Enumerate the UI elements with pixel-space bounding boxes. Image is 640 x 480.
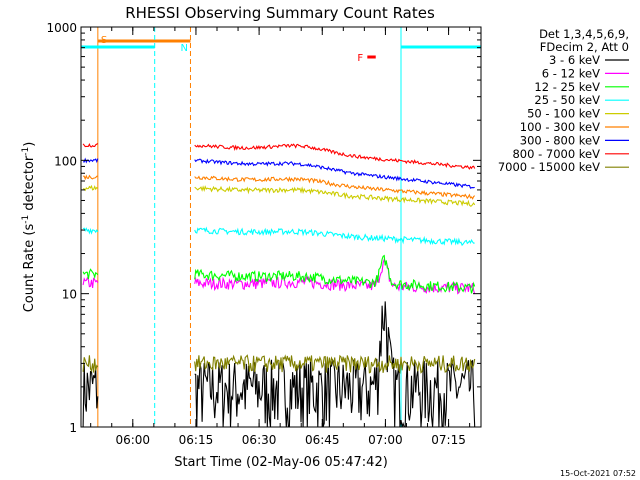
y-axis-label-part2: detector	[22, 155, 37, 215]
x-tick-label: 06:15	[179, 433, 214, 447]
y-axis-ticks: 1 10 100 1000	[46, 21, 481, 435]
annotation-n: N	[180, 43, 187, 54]
y-axis-label-part1: Count Rate (s	[22, 224, 37, 313]
legend: Det 1,3,4,5,6,9,FDecim 2, Att 03 - 6 keV…	[498, 27, 629, 174]
legend-label: 50 - 100 keV	[527, 107, 600, 121]
series-line	[83, 184, 99, 192]
series-line	[82, 143, 99, 148]
y-tick-label: 10	[62, 288, 77, 302]
legend-label: 800 - 7000 keV	[512, 147, 600, 161]
series-line	[82, 268, 99, 280]
x-axis-ticks: 06:00 06:15 06:30 06:45 07:00 07:15	[90, 27, 471, 447]
series-line	[83, 174, 98, 181]
y-axis-label-sup1: -1	[21, 215, 31, 224]
x-tick-label: 07:15	[431, 433, 466, 447]
legend-label: 300 - 800 keV	[520, 133, 600, 147]
plot-frame	[80, 26, 482, 428]
chart-title: RHESSI Observing Summary Count Rates	[125, 4, 435, 22]
series-line	[194, 175, 476, 200]
annotation-f: F	[357, 53, 363, 64]
y-tick-label: 100	[54, 154, 77, 168]
legend-label: 3 - 6 keV	[549, 53, 600, 67]
legend-label: 100 - 300 keV	[520, 120, 600, 134]
series-line	[82, 227, 99, 235]
series-line	[82, 355, 99, 373]
legend-label: 25 - 50 keV	[534, 93, 600, 107]
legend-header: FDecim 2, Att 0	[540, 40, 629, 54]
legend-label: 12 - 25 keV	[534, 80, 600, 94]
series-line	[194, 143, 476, 170]
x-tick-label: 06:45	[305, 433, 340, 447]
series-line	[82, 363, 99, 428]
y-tick-label: 1	[69, 421, 77, 435]
y-axis-label-sup2: -1	[21, 147, 31, 156]
series-line	[194, 226, 475, 247]
x-axis-label: Start Time (02-May-06 05:47:42)	[174, 455, 388, 470]
legend-header: Det 1,3,4,5,6,9,	[539, 27, 629, 41]
series-line	[82, 276, 99, 288]
legend-label: 6 - 12 keV	[542, 66, 600, 80]
x-tick-label: 06:00	[115, 433, 150, 447]
x-tick-label: 07:00	[368, 433, 403, 447]
series-line	[194, 158, 475, 189]
series-line	[194, 254, 476, 294]
legend-label: 7000 - 15000 keV	[498, 160, 600, 174]
y-tick-label: 1000	[46, 21, 77, 35]
y-axis-label-part3: )	[22, 142, 37, 147]
annotation-s: S	[101, 35, 107, 46]
plot-area: S N F	[80, 27, 482, 428]
x-tick-label: 06:30	[242, 433, 277, 447]
footer-date-stamp: 15-Oct-2021 07:52	[560, 469, 636, 478]
series-line	[194, 354, 476, 375]
series-line	[194, 301, 476, 428]
y-axis-label: Count Rate (s-1 detector-1)	[21, 142, 37, 313]
series-line	[194, 185, 476, 207]
